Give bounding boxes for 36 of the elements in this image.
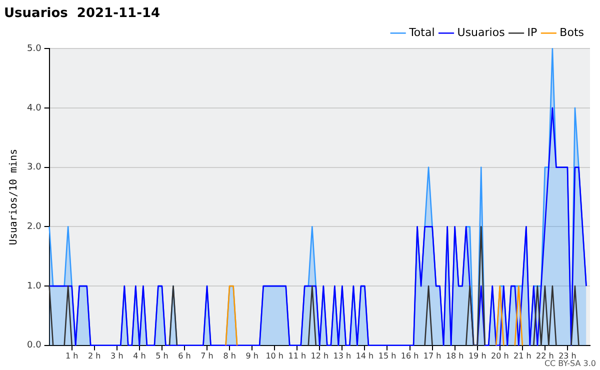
x-tick-label: 16 h xyxy=(400,351,419,360)
legend-label: IP xyxy=(527,26,538,39)
x-tick-label: 7 h xyxy=(200,351,214,360)
x-tick-label: 15 h xyxy=(378,351,396,360)
x-tick-label: 13 h xyxy=(333,351,352,360)
legend-label: Bots xyxy=(560,26,584,39)
x-tick-label: 12 h xyxy=(310,351,329,360)
x-tick-label: 21 h xyxy=(514,351,532,360)
x-tick-label: 9 h xyxy=(246,351,258,360)
y-tick-label: 2.0 xyxy=(26,222,42,232)
x-tick-label: 20 h xyxy=(490,351,509,360)
y-tick-label: 1.0 xyxy=(26,281,42,292)
y-tick-label: 0.0 xyxy=(26,340,42,351)
x-tick-label: 23 h xyxy=(558,351,576,360)
y-tick-label: 3.0 xyxy=(26,162,42,173)
x-tick-label: 14 h xyxy=(356,351,374,360)
x-tick-label: 19 h xyxy=(468,351,486,360)
y-axis-title: Usuarios/10 mins xyxy=(8,148,20,246)
x-tick-label: 8 h xyxy=(223,351,236,360)
legend-label: Total xyxy=(408,26,435,39)
x-tick-label: 22 h xyxy=(536,351,554,360)
x-tick-label: 17 h xyxy=(423,351,442,360)
x-tick-label: 6 h xyxy=(178,351,191,360)
chart-title: Usuarios 2021-11-14 xyxy=(4,6,160,22)
x-tick-label: 11 h xyxy=(288,351,306,360)
legend-label: Usuarios xyxy=(457,26,506,39)
text: CC BY-SA 3.0 xyxy=(544,359,596,368)
x-tick-label: 4 h xyxy=(133,351,146,360)
x-tick-label: 10 h xyxy=(266,351,284,360)
y-tick-label: 4.0 xyxy=(26,103,42,114)
x-tick-label: 18 h xyxy=(446,351,464,360)
y-tick-label: 5.0 xyxy=(26,44,42,54)
x-tick-label: 2 h xyxy=(88,351,101,360)
x-tick-label: 3 h xyxy=(110,351,124,360)
x-tick-label: 1 h xyxy=(65,351,78,360)
x-tick-label: 5 h xyxy=(156,351,168,360)
